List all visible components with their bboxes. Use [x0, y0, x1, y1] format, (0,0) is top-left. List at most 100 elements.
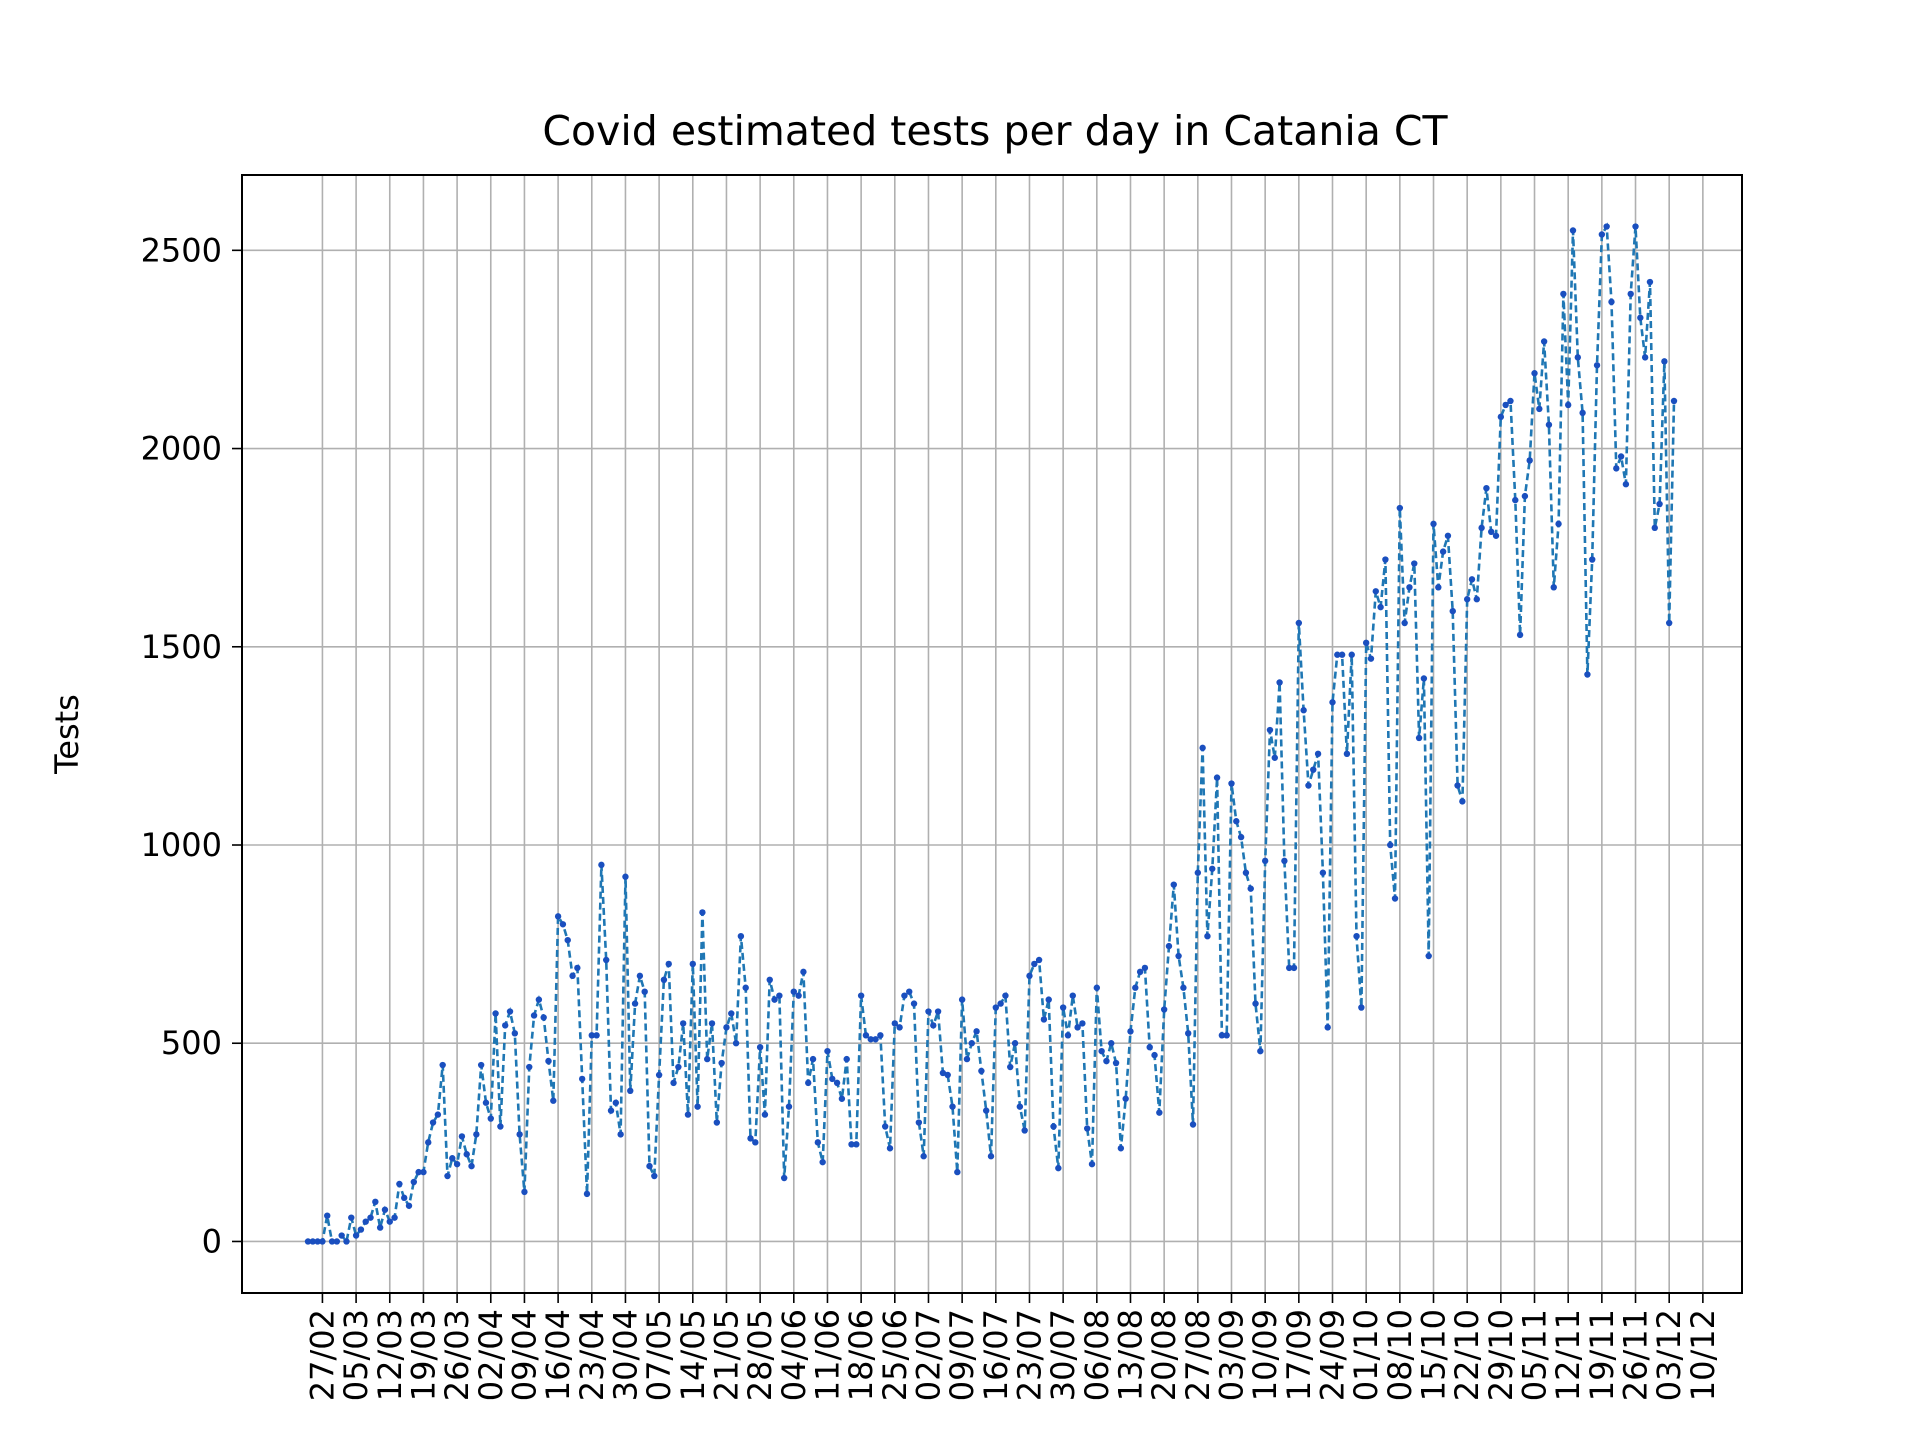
data-point: [1132, 984, 1139, 991]
data-point: [1646, 278, 1654, 286]
data-point: [872, 1036, 879, 1043]
data-point: [1088, 1160, 1096, 1168]
data-point: [1180, 984, 1187, 991]
x-tick-label: 18/06: [842, 1309, 880, 1401]
data-point: [1079, 1020, 1086, 1027]
data-point: [1305, 782, 1312, 789]
data-point: [583, 1190, 591, 1198]
data-point: [569, 972, 576, 980]
data-point: [1117, 1145, 1125, 1152]
data-point: [651, 1172, 658, 1180]
data-point: [838, 1095, 846, 1102]
data-point: [1415, 734, 1423, 742]
data-point: [1237, 833, 1245, 841]
data-point: [901, 992, 908, 999]
data-point: [776, 992, 783, 999]
x-tick-label: 15/10: [1415, 1309, 1453, 1401]
x-tick-label: 23/04: [573, 1309, 611, 1401]
data-point: [766, 976, 773, 984]
data-point: [853, 1141, 860, 1148]
data-point: [670, 1079, 677, 1087]
data-point: [603, 956, 610, 964]
data-point: [425, 1139, 432, 1146]
data-point: [939, 1069, 947, 1077]
data-point: [906, 988, 913, 995]
data-point: [641, 988, 648, 995]
data-point: [1579, 409, 1586, 417]
data-point: [1160, 1006, 1168, 1013]
y-tick-label: 1000: [141, 826, 222, 864]
data-point: [1406, 584, 1413, 591]
data-point: [1055, 1164, 1062, 1172]
data-point: [1242, 869, 1250, 876]
data-point: [381, 1206, 389, 1213]
data-point: [1146, 1043, 1153, 1051]
y-tick-label: 2000: [141, 430, 222, 468]
data-point: [386, 1218, 393, 1225]
data-point: [526, 1063, 533, 1071]
data-point: [920, 1153, 927, 1160]
data-point: [1074, 1024, 1081, 1031]
data-point: [1175, 952, 1182, 960]
data-point: [1391, 895, 1399, 902]
y-tick-label: 0: [202, 1222, 222, 1260]
data-point: [1199, 744, 1206, 752]
data-point: [867, 1036, 874, 1043]
data-point: [1435, 584, 1442, 591]
data-point: [376, 1224, 384, 1231]
data-point: [877, 1032, 884, 1039]
data-point: [1093, 984, 1101, 991]
data-point: [367, 1214, 374, 1221]
data-point: [1045, 996, 1052, 1003]
data-point: [1319, 869, 1327, 876]
data-point: [1545, 421, 1553, 428]
grid: [242, 175, 1742, 1293]
data-point: [819, 1158, 826, 1166]
data-point: [545, 1057, 552, 1065]
data-point: [1165, 942, 1173, 950]
data-point: [1083, 1125, 1091, 1132]
data-point: [328, 1238, 336, 1245]
x-tick-label: 12/03: [371, 1309, 409, 1401]
data-point: [1656, 500, 1663, 508]
data-point: [1598, 231, 1606, 238]
data-point: [1233, 818, 1240, 825]
data-point: [728, 1010, 735, 1017]
y-tick-label: 1500: [141, 628, 222, 666]
data-point: [1540, 338, 1548, 345]
y-tick-label: 2500: [141, 231, 222, 269]
data-point: [622, 873, 629, 880]
data-point: [506, 1008, 514, 1015]
x-tick-label: 12/11: [1549, 1309, 1587, 1401]
x-tick-label: 02/04: [472, 1309, 510, 1401]
data-point: [1430, 520, 1437, 528]
data-point: [881, 1123, 889, 1130]
data-point: [1521, 492, 1529, 500]
data-point: [1574, 354, 1582, 361]
data-point: [444, 1172, 451, 1180]
x-tick-label: 03/09: [1212, 1309, 1250, 1401]
data-point: [771, 996, 778, 1003]
data-point: [891, 1020, 899, 1027]
data-point: [1516, 631, 1524, 639]
data-point: [1261, 857, 1269, 865]
x-tick-label: 11/06: [808, 1309, 846, 1401]
data-point: [1555, 520, 1562, 528]
x-tick-label: 06/08: [1078, 1309, 1116, 1401]
data-point: [1324, 1024, 1331, 1031]
x-tick-label: 14/05: [674, 1309, 712, 1401]
data-point: [1266, 726, 1274, 734]
data-point: [737, 932, 745, 940]
x-tick-label: 04/06: [775, 1309, 813, 1401]
data-point: [1170, 881, 1177, 888]
data-point: [333, 1238, 341, 1245]
data-point: [785, 1103, 793, 1110]
y-tick-label: 500: [161, 1024, 222, 1062]
x-tick-label: 29/10: [1482, 1309, 1520, 1401]
data-point: [694, 1103, 701, 1110]
data-point: [1492, 532, 1500, 539]
data-point: [1526, 457, 1533, 464]
data-point: [1026, 972, 1033, 980]
data-point: [954, 1168, 961, 1176]
